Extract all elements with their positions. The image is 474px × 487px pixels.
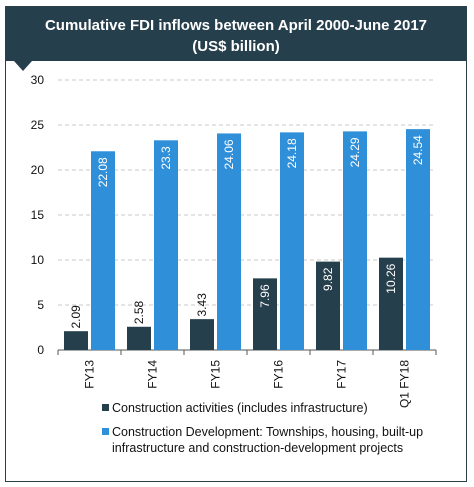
y-tick-label-5: 5: [37, 298, 44, 312]
value-label-1-q1-fy18: 10.26: [384, 263, 398, 293]
value-label-1-fy17: 9.82: [321, 267, 335, 291]
y-tick-label-15: 15: [31, 208, 45, 222]
bar-1-fy15: [190, 319, 214, 350]
chart-subtitle: (US$ billion): [192, 38, 280, 55]
bar-2-fy14: [154, 140, 178, 350]
bar-1-q1-fy18: [379, 257, 403, 350]
bar-1-fy13: [64, 331, 88, 350]
value-label-2-fy15: 24.06: [222, 139, 236, 169]
legend-swatch-series-1: [102, 404, 109, 411]
legend-item-series-2: Construction Development: Townships, hou…: [102, 424, 462, 456]
header-notch: [14, 61, 32, 71]
bar-1-fy14: [127, 326, 151, 350]
x-tick-label-fy16: FY16: [272, 360, 286, 389]
value-label-1-fy16: 7.96: [258, 284, 272, 308]
bar-2-fy15: [217, 133, 241, 350]
x-tick-label-q1-fy18: Q1 FY18: [398, 360, 412, 408]
value-label-1-fy14: 2.58: [132, 300, 146, 324]
bar-2-q1-fy18: [406, 129, 430, 350]
y-tick-label-20: 20: [31, 163, 45, 177]
value-label-2-fy17: 24.29: [348, 137, 362, 167]
y-tick-label-10: 10: [31, 253, 45, 267]
legend-label-series-1: Construction activities (includes infras…: [112, 401, 368, 415]
legend-item-series-1: Construction activities (includes infras…: [102, 400, 462, 416]
x-tick-label-fy13: FY13: [83, 360, 97, 389]
bar-1-fy17: [316, 261, 340, 350]
y-tick-label-0: 0: [37, 343, 44, 357]
legend: Construction activities (includes infras…: [102, 400, 462, 464]
bar-2-fy17: [343, 131, 367, 350]
x-tick-label-fy15: FY15: [209, 360, 223, 389]
y-tick-label-25: 25: [31, 118, 45, 132]
x-tick-label-fy14: FY14: [146, 360, 160, 389]
chart-frame: Cumulative FDI inflows between April 200…: [5, 6, 467, 482]
value-label-2-fy13: 22.08: [96, 157, 110, 187]
value-label-2-q1-fy18: 24.54: [411, 135, 425, 165]
x-tick-label-fy17: FY17: [335, 360, 349, 389]
y-tick-label-30: 30: [31, 73, 45, 87]
value-label-2-fy14: 23.3: [159, 146, 173, 170]
bar-1-fy16: [253, 278, 277, 350]
chart-header: Cumulative FDI inflows between April 200…: [6, 7, 466, 61]
legend-swatch-series-2: [102, 428, 109, 435]
value-label-1-fy13: 2.09: [69, 305, 83, 329]
bar-2-fy13: [91, 151, 115, 350]
chart-title: Cumulative FDI inflows between April 200…: [44, 17, 428, 34]
value-label-1-fy15: 3.43: [195, 293, 209, 317]
bar-2-fy16: [280, 132, 304, 350]
value-label-2-fy16: 24.18: [285, 138, 299, 168]
legend-label-series-2: Construction Development: Townships, hou…: [112, 425, 424, 455]
